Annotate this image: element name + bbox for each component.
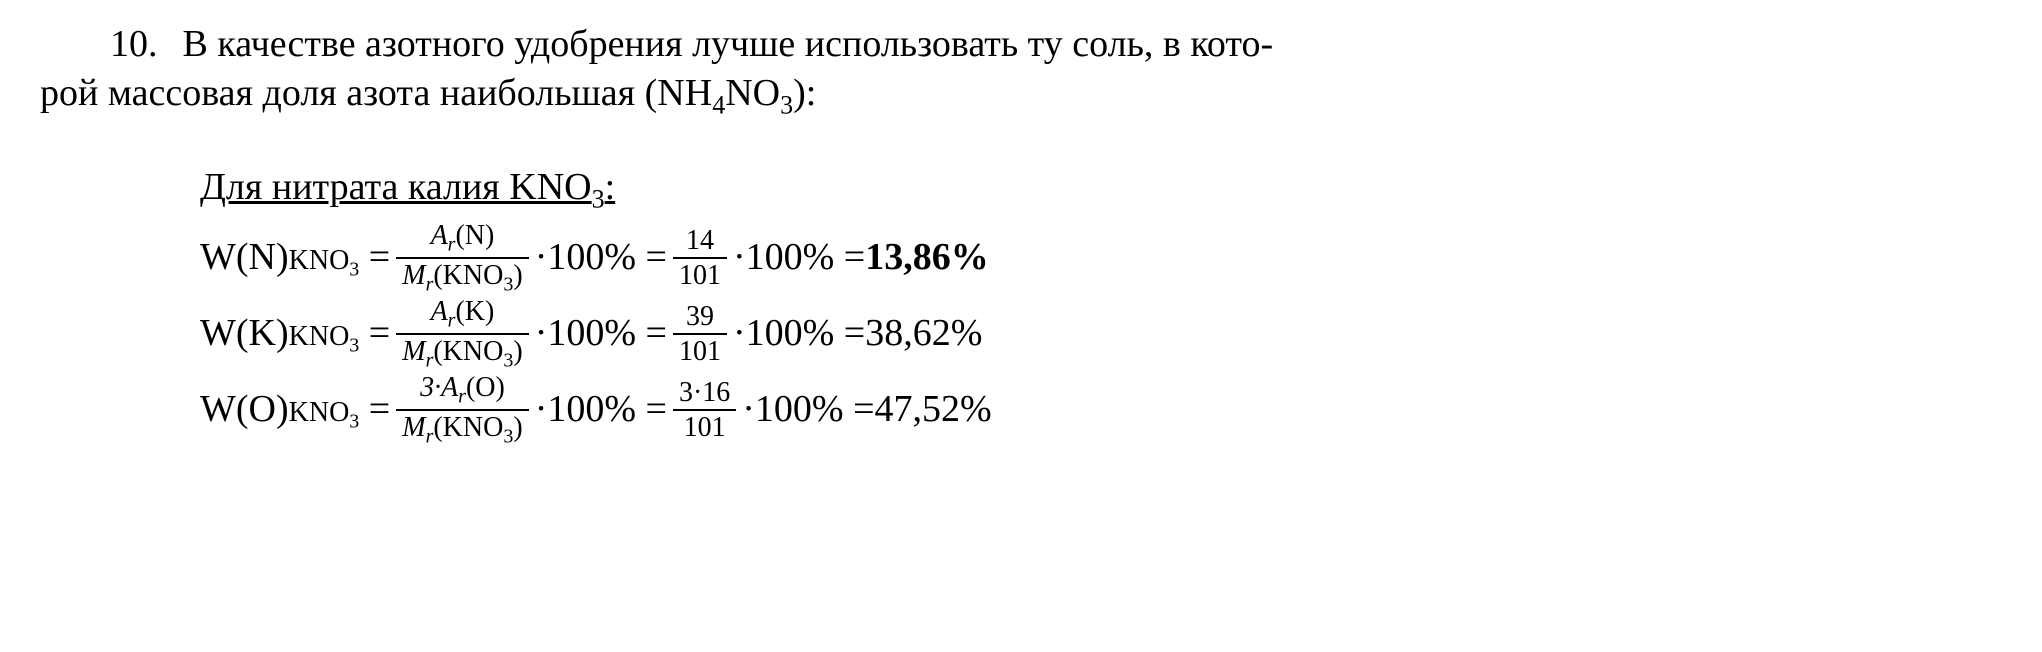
calculation-block: Для нитрата калия KNO3: W(N)KNO3 = Ar(N)… — [200, 163, 2002, 444]
fraction-symbolic: Ar(K)Mr(KNO3) — [396, 297, 528, 372]
heading-colon: : — [605, 166, 616, 208]
formula-sub-3: 3 — [780, 91, 793, 120]
result-value: 13,86% — [865, 233, 989, 282]
times-100-a: ·100% = — [535, 233, 667, 282]
times-100-b: ·100% = — [742, 385, 874, 434]
fraction-symbolic: 3·Ar(O)Mr(KNO3) — [396, 373, 528, 448]
paragraph-end: ): — [793, 72, 816, 114]
paragraph-mid: NO — [725, 72, 780, 114]
problem-number: 10. — [110, 23, 158, 65]
times-100-a: ·100% = — [535, 385, 667, 434]
paragraph-line2: рой массовая доля азота наибольшая (NH — [40, 72, 712, 114]
equation-rows: W(N)KNO3 = Ar(N)Mr(KNO3)·100% = 14101·10… — [200, 224, 2002, 444]
result-value: 38,62% — [865, 309, 982, 358]
result-value: 47,52% — [875, 385, 992, 434]
problem-paragraph: 10. В качестве азотного удобрения лучше … — [40, 20, 2002, 123]
heading-text: Для нитрата калия KNO — [200, 166, 592, 208]
fraction-numeric: 39101 — [673, 302, 727, 367]
times-100-a: ·100% = — [535, 309, 667, 358]
page: 10. В качестве азотного удобрения лучше … — [0, 0, 2042, 652]
heading-sub: 3 — [592, 184, 605, 213]
equation-row-o: W(O)KNO3 = 3·Ar(O)Mr(KNO3)·100% = 3·1610… — [200, 376, 2002, 444]
lhs: W(O)KNO3 = — [200, 385, 390, 435]
times-100-b: ·100% = — [733, 233, 865, 282]
lhs: W(N)KNO3 = — [200, 233, 390, 283]
lhs: W(K)KNO3 = — [200, 309, 390, 359]
equation-row-n: W(N)KNO3 = Ar(N)Mr(KNO3)·100% = 14101·10… — [200, 224, 2002, 292]
kno3-heading: Для нитрата калия KNO3: — [200, 163, 2002, 216]
fraction-numeric: 14101 — [673, 226, 727, 291]
fraction-numeric: 3·16101 — [673, 378, 736, 443]
paragraph-line1: В качестве азотного удобрения лучше испо… — [183, 23, 1274, 65]
equation-row-k: W(K)KNO3 = Ar(K)Mr(KNO3)·100% = 39101·10… — [200, 300, 2002, 368]
times-100-b: ·100% = — [733, 309, 865, 358]
formula-sub-4: 4 — [712, 91, 725, 120]
fraction-symbolic: Ar(N)Mr(KNO3) — [396, 221, 528, 296]
